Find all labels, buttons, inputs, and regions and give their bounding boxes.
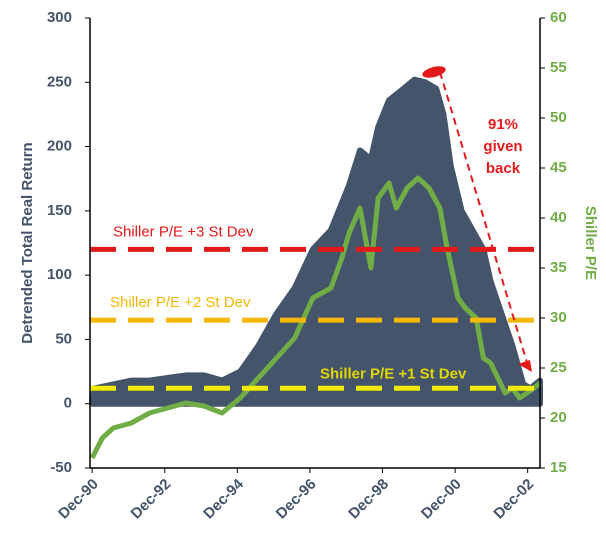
reference-label: Shiller P/E +1 St Dev: [320, 365, 467, 382]
y-tick-label: 0: [64, 395, 72, 412]
x-tick-label: Dec-96: [273, 476, 320, 523]
y-tick-label: -50: [50, 459, 72, 476]
reference-label: Shiller P/E +2 St Dev: [110, 294, 251, 311]
x-tick-label: Dec-00: [418, 476, 465, 523]
y2-tick-label: 30: [550, 309, 567, 326]
annotation: 91%: [488, 116, 518, 133]
y2-tick-label: 40: [550, 209, 567, 226]
line: [89, 175, 542, 460]
y2-axis-label: Shiller P/E: [582, 206, 599, 280]
y2-tick-label: 60: [550, 9, 567, 26]
x-tick-label: Dec-02: [490, 476, 537, 523]
y2-tick-label: 35: [550, 259, 567, 276]
annotation: given: [483, 138, 522, 155]
y2-tick-label: 45: [550, 159, 567, 176]
y2-tick-label: 25: [550, 359, 567, 376]
y-tick-label: 300: [47, 9, 72, 26]
peak-marker: [422, 66, 446, 78]
annotation-arrow: [439, 71, 529, 367]
x-tick-label: Dec-92: [128, 476, 175, 523]
x-tick-label: Dec-98: [345, 476, 392, 523]
annotation: back: [486, 160, 521, 177]
y-tick-label: 200: [47, 138, 72, 155]
reference-label: Shiller P/E +3 St Dev: [113, 223, 254, 240]
x-tick-label: Dec-94: [200, 475, 247, 522]
y-axis-label: Detrended Total Real Return: [19, 142, 36, 343]
x-tick-label: Dec-90: [55, 476, 102, 523]
y2-tick-label: 15: [550, 459, 567, 476]
y-tick-label: 150: [47, 202, 72, 219]
y2-tick-label: 55: [550, 59, 567, 76]
y-tick-label: 100: [47, 266, 72, 283]
y2-tick-label: 20: [550, 409, 567, 426]
area: [89, 76, 543, 407]
y-tick-label: 50: [55, 330, 72, 347]
y-tick-label: 250: [47, 73, 72, 90]
arrow-head: [518, 360, 532, 372]
y2-tick-label: 50: [550, 109, 567, 126]
